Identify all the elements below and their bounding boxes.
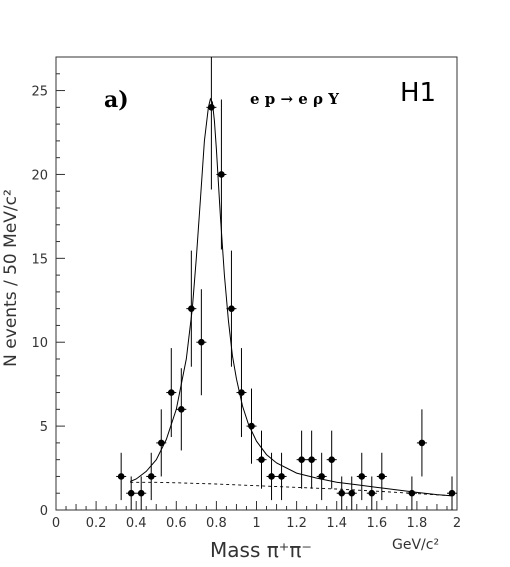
y-tick-label: 20 bbox=[31, 168, 48, 183]
data-point bbox=[268, 473, 275, 480]
data-point bbox=[198, 338, 205, 346]
curves bbox=[130, 97, 452, 497]
reaction-label: e p → e ρ Y bbox=[250, 90, 339, 108]
data-point bbox=[258, 456, 265, 463]
x-tick-label: 1.6 bbox=[366, 516, 387, 531]
data-point bbox=[117, 473, 125, 480]
data-point bbox=[338, 489, 346, 497]
plot-frame bbox=[55, 56, 458, 511]
y-axis-title: N events / 50 MeV/c² bbox=[1, 189, 21, 367]
x-tick-label: 0.4 bbox=[126, 516, 147, 531]
data-point bbox=[248, 422, 255, 430]
data-point bbox=[137, 489, 145, 497]
data-point bbox=[328, 456, 335, 463]
data-point bbox=[127, 489, 135, 497]
data-point bbox=[448, 489, 456, 497]
x-tick-label: 1.4 bbox=[326, 516, 347, 531]
x-tick-label: 2 bbox=[453, 516, 461, 531]
x-tick-label: 0 bbox=[52, 516, 60, 531]
data-point bbox=[147, 473, 155, 480]
data-point bbox=[228, 305, 235, 312]
x-axis-unit: GeV/c² bbox=[392, 537, 439, 553]
data-point bbox=[298, 456, 305, 463]
data-point bbox=[188, 305, 195, 312]
y-tick-label: 5 bbox=[40, 420, 48, 435]
panel-label: a) bbox=[104, 87, 129, 113]
data-point bbox=[318, 473, 325, 480]
y-tick-label: 25 bbox=[31, 85, 48, 100]
y-tick-label: 15 bbox=[31, 252, 48, 267]
data-point bbox=[238, 389, 245, 396]
data-point bbox=[368, 489, 376, 497]
data-point bbox=[348, 489, 356, 497]
data-point bbox=[308, 456, 315, 463]
data-point bbox=[358, 473, 366, 480]
x-tick-label: 0.2 bbox=[86, 516, 107, 531]
x-tick-label: 1.2 bbox=[286, 516, 307, 531]
experiment-label: H1 bbox=[400, 78, 436, 108]
x-axis-title: Mass π⁺π⁻ bbox=[210, 538, 312, 562]
x-tick-label: 0.6 bbox=[166, 516, 187, 531]
data-point bbox=[418, 439, 426, 447]
fit-curve bbox=[130, 97, 452, 497]
x-tick-label: 1 bbox=[252, 516, 260, 531]
data-point bbox=[218, 171, 225, 178]
x-tick-label: 0.8 bbox=[206, 516, 227, 531]
data-point bbox=[167, 389, 175, 396]
y-tick-label: 10 bbox=[31, 336, 48, 351]
x-tick-label: 1.8 bbox=[407, 516, 428, 531]
y-tick-label: 0 bbox=[40, 504, 48, 519]
background-fit-curve bbox=[130, 481, 452, 497]
data-point bbox=[208, 104, 215, 111]
data-points bbox=[116, 57, 457, 510]
data-point bbox=[278, 473, 285, 480]
data-point bbox=[178, 406, 185, 413]
data-point bbox=[157, 439, 165, 447]
data-point bbox=[378, 473, 386, 480]
data-point bbox=[408, 489, 416, 497]
